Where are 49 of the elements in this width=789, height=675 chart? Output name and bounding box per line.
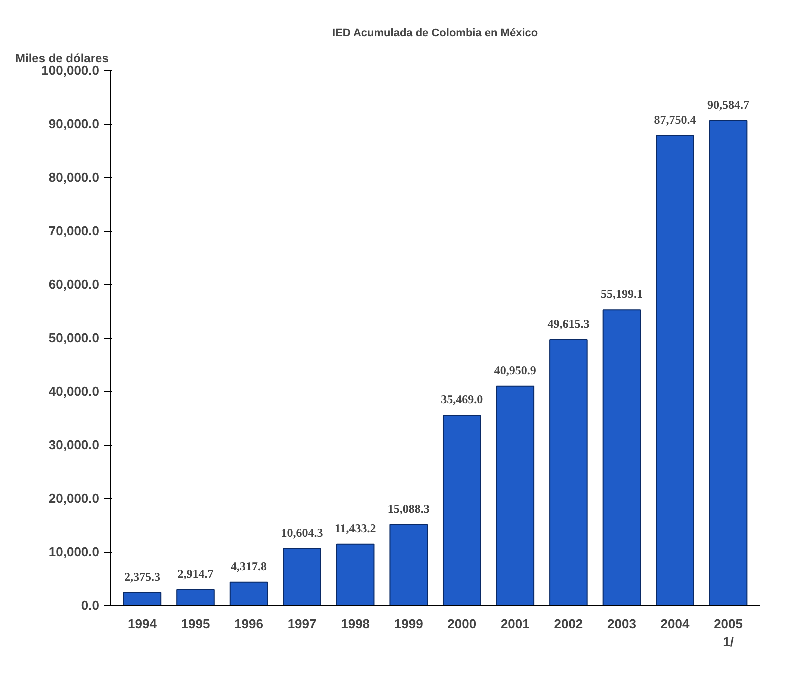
- data-label: 2,914.7: [178, 566, 214, 581]
- bar: [123, 592, 162, 606]
- y-tick-label: 30,000.0: [48, 438, 100, 452]
- x-tick-label: 1995: [181, 616, 210, 632]
- y-tick-label: 50,000.0: [48, 330, 100, 346]
- y-tick-label: 90,000.0: [48, 116, 100, 132]
- y-tick-label: 60,000.0: [48, 277, 100, 292]
- x-tick-label: 2005 1/: [714, 616, 743, 650]
- bar: [390, 524, 428, 606]
- bar: [336, 544, 375, 606]
- x-tick-label: 2000: [448, 616, 477, 632]
- bar: [709, 120, 748, 606]
- y-axis-title: Miles de dólares: [16, 52, 110, 66]
- data-label: 40,950.9: [494, 363, 536, 378]
- y-tick-label: 10,000.0: [48, 544, 100, 560]
- y-tick-label: 20,000.0: [48, 491, 100, 506]
- data-label: 2,375.3: [124, 570, 160, 584]
- y-tick-label: 70,000.0: [48, 224, 100, 238]
- bar: [550, 340, 588, 606]
- y-tick-label: 0.0: [81, 598, 100, 613]
- chart-title: IED Acumulada de Colombia en México: [332, 28, 538, 40]
- bar: [602, 310, 642, 606]
- bar: [283, 548, 322, 606]
- bar: [496, 386, 535, 606]
- x-tick-label: 1998: [341, 616, 370, 632]
- x-tick-label: 1997: [288, 616, 317, 632]
- x-tick-label: 2001: [500, 616, 530, 632]
- x-tick-label: 2002: [554, 616, 584, 632]
- x-tick-label: 1996: [234, 616, 264, 632]
- bar: [656, 136, 694, 606]
- data-label: 49,615.3: [548, 317, 590, 332]
- data-label: 15,088.3: [388, 502, 430, 516]
- x-tick-label: 1999: [394, 616, 424, 632]
- data-label: 10,604.3: [281, 526, 324, 540]
- data-label: 87,750.4: [654, 113, 696, 128]
- x-tick-label: 2003: [608, 616, 636, 632]
- bar: [442, 415, 482, 606]
- bar: [230, 582, 268, 606]
- y-tick-label: 80,000.0: [48, 170, 100, 185]
- x-tick-label: 2004: [660, 616, 690, 632]
- y-tick-label: 100,000.0: [42, 63, 100, 78]
- y-tick-label: 40,000.0: [48, 384, 100, 399]
- data-label: 90,584.7: [708, 98, 750, 112]
- data-label: 11,433.2: [334, 521, 376, 536]
- data-label: 55,199.1: [600, 287, 643, 302]
- x-tick-label: 1994: [128, 616, 158, 632]
- bar: [176, 589, 215, 606]
- data-label: 4,317.8: [231, 559, 268, 574]
- data-label: 35,469.0: [441, 392, 484, 407]
